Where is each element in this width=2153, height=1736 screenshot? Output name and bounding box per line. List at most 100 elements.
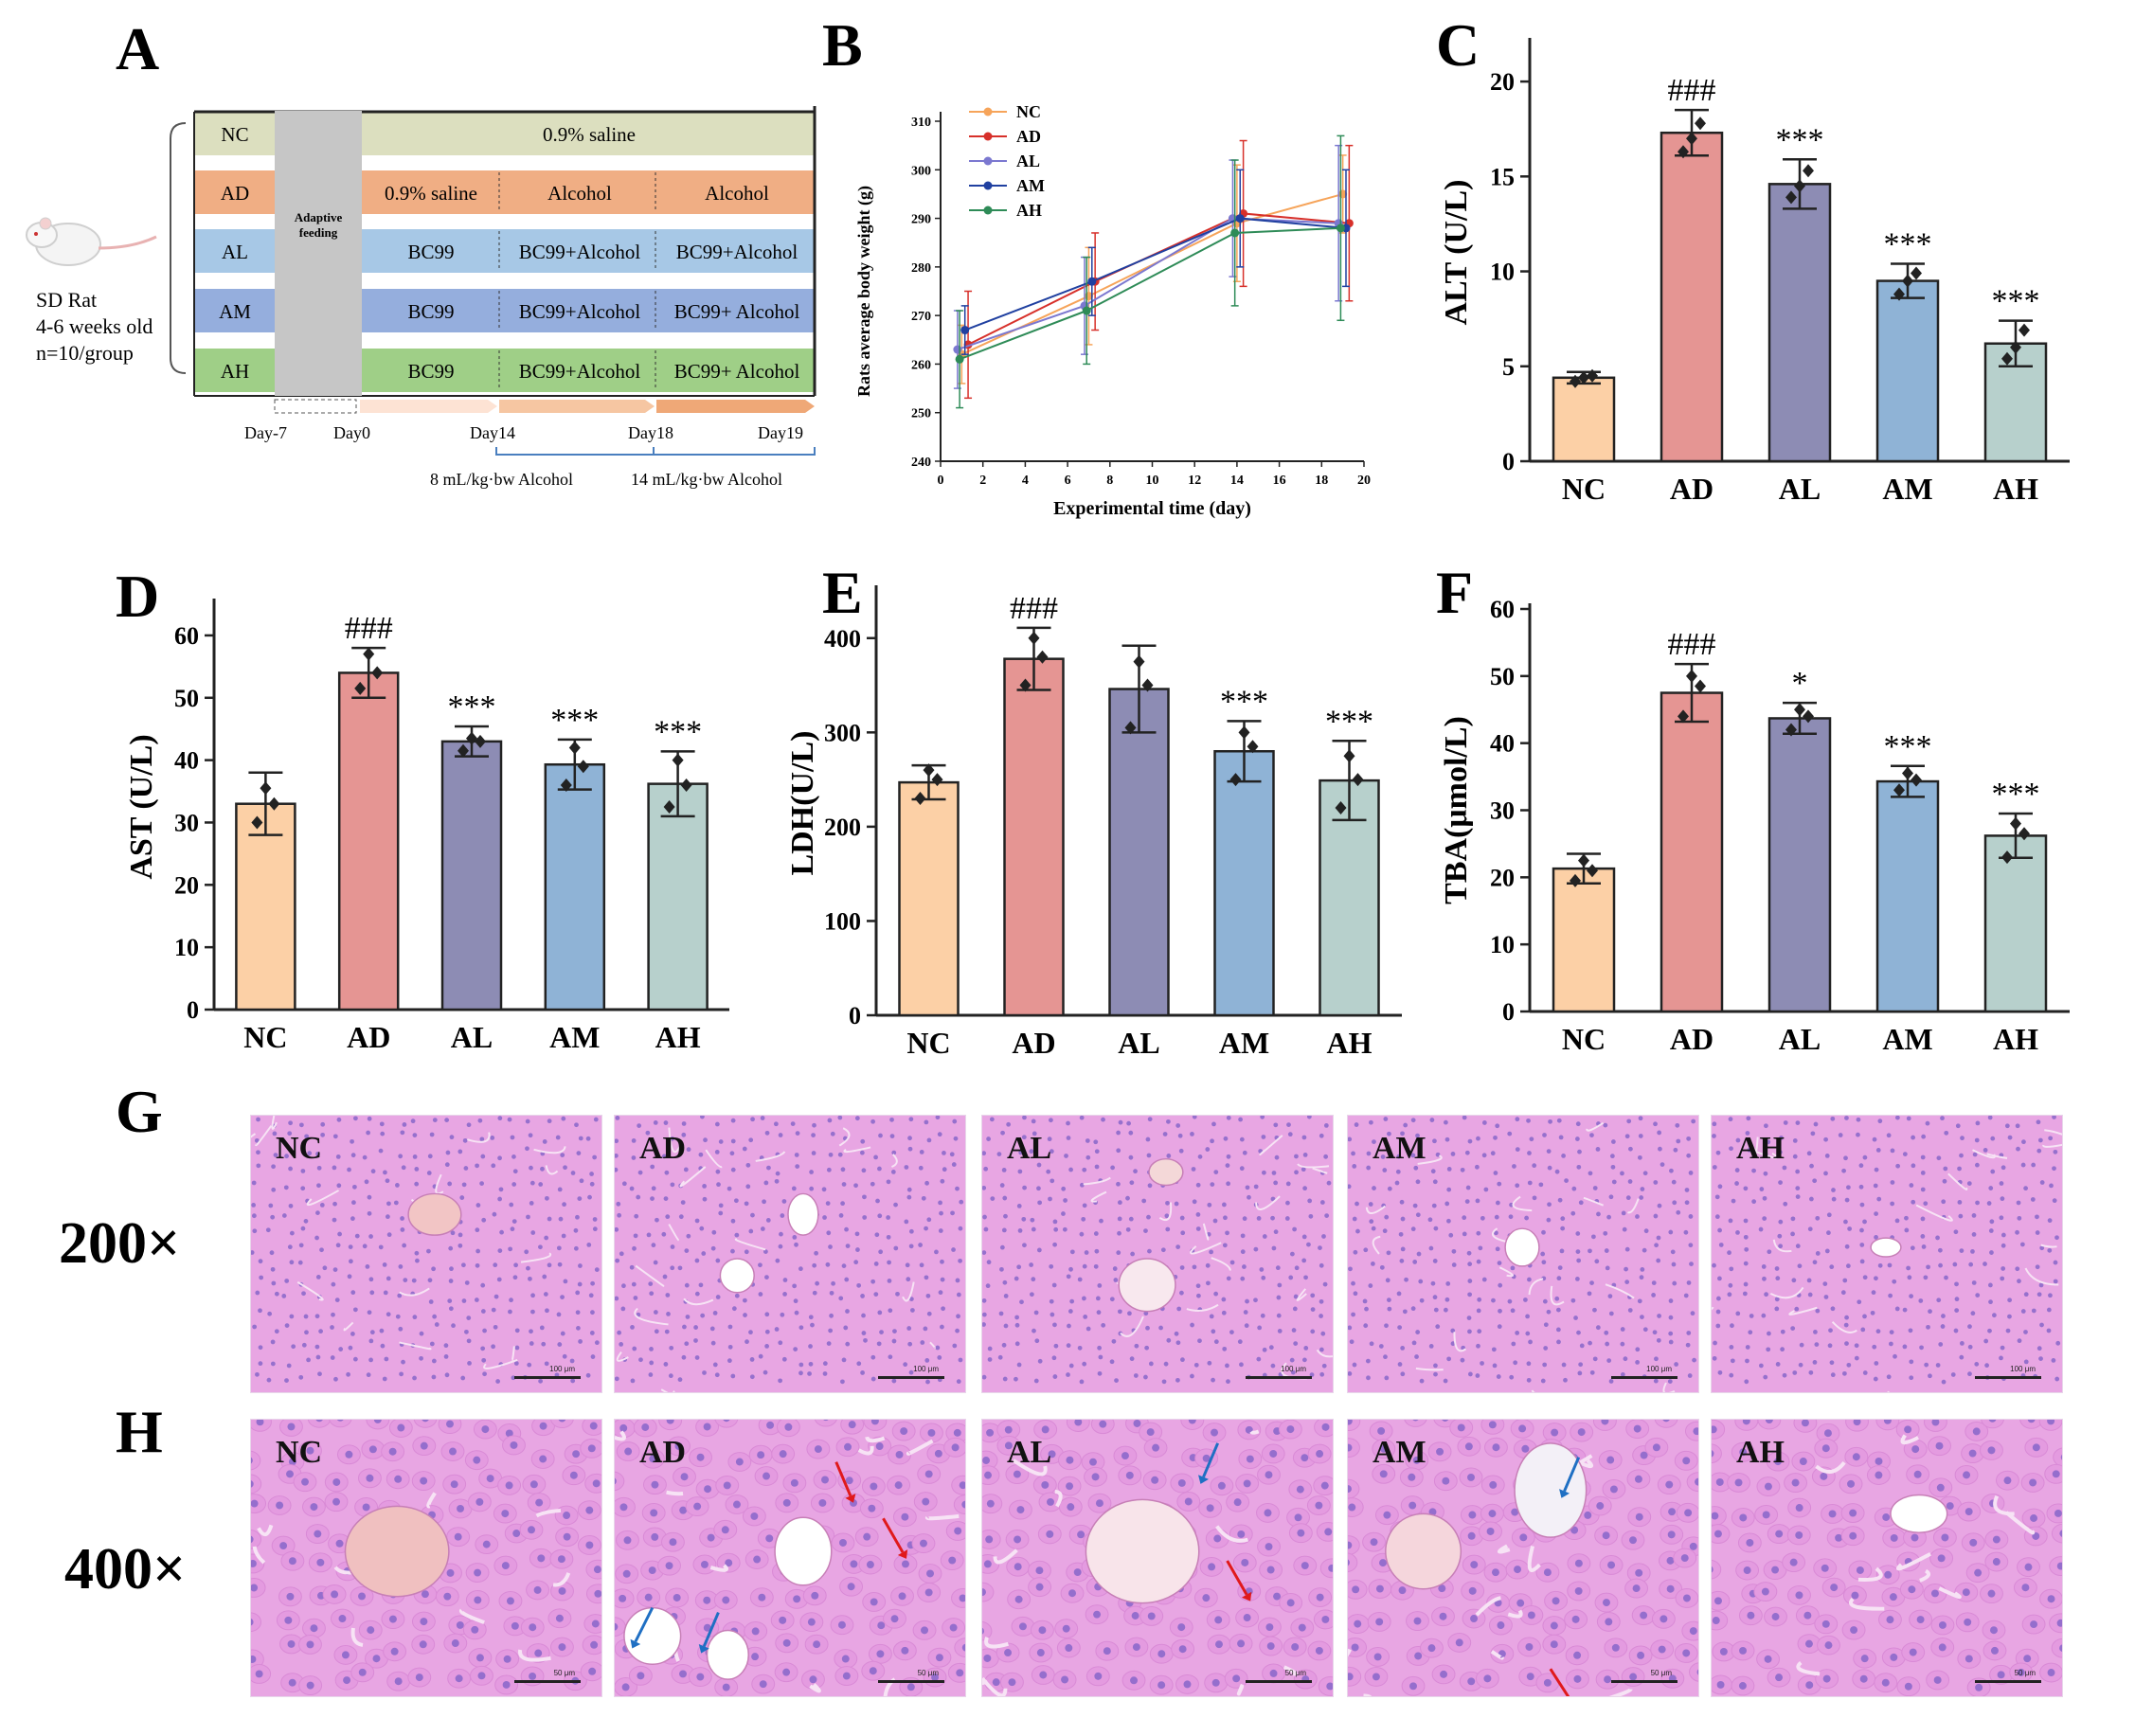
x-tick-label: AL [1118,1026,1159,1060]
nucleus [1712,1512,1719,1520]
nucleus [570,1171,576,1175]
nucleus [1371,1262,1375,1266]
data-point [672,753,684,767]
hepatocyte [1404,1420,1427,1427]
nucleus [1576,1330,1581,1335]
legend-marker [983,206,993,215]
nucleus [271,1187,277,1192]
nucleus [477,1118,483,1123]
nucleus [379,1328,385,1333]
nucleus [983,1655,992,1662]
nucleus [1954,1308,1960,1314]
nucleus [715,1258,721,1263]
nucleus [1134,1343,1139,1349]
nucleus [1466,1250,1472,1256]
nucleus [1574,1559,1583,1567]
nucleus [1859,1227,1864,1233]
schedule-cell: 0.9% saline [385,182,477,205]
nucleus [1368,1283,1373,1288]
nucleus [630,1325,635,1330]
nucleus [903,1362,908,1368]
sinusoid [1583,1196,1605,1207]
data-point [960,326,970,335]
nucleus [283,1185,289,1190]
nucleus [1746,1538,1754,1547]
nucleus [1761,1313,1767,1318]
x-tick-label: 18 [1315,474,1328,488]
nucleus [332,1134,338,1139]
nucleus [2056,1619,2062,1627]
nucleus [563,1512,571,1519]
hepatocyte [1348,1552,1358,1573]
nucleus [1303,1275,1308,1280]
nucleus [1771,1613,1780,1620]
nucleus [1033,1378,1039,1384]
nucleus [1414,1354,1419,1359]
sinusoid [343,1321,354,1332]
nucleus [1712,1165,1717,1170]
nucleus [2016,1146,2020,1152]
nucleus [561,1116,566,1121]
nucleus [1607,1561,1616,1569]
nucleus [1385,1278,1390,1283]
data-point [1352,773,1364,787]
nucleus [319,1247,324,1253]
nucleus [1526,1118,1531,1123]
nucleus [1592,1356,1598,1362]
nucleus [633,1296,638,1300]
nucleus [1877,1119,1883,1124]
nucleus [455,1674,463,1683]
nucleus [1941,1533,1949,1542]
scale-label: 100 μm [1281,1365,1306,1373]
nucleus [763,1369,768,1375]
nucleus [573,1227,579,1233]
nucleus [1782,1372,1787,1378]
nucleus [922,1497,930,1506]
nucleus [814,1250,818,1256]
nucleus [251,1213,257,1219]
nucleus [1001,1227,1007,1233]
nucleus [663,1362,669,1367]
nucleus [1062,1226,1068,1232]
nucleus [511,1219,517,1224]
bar-am [1875,779,1940,1013]
nucleus [2016,1200,2021,1206]
nucleus [1324,1213,1330,1218]
data-point [1695,679,1706,693]
scale-bar [1246,1376,1312,1379]
nucleus [1029,1149,1034,1154]
nucleus [1574,1586,1583,1595]
nucleus [1556,1276,1562,1281]
nucleus [875,1442,884,1450]
x-tick-label: 16 [1273,474,1286,488]
nucleus [831,1280,835,1286]
nucleus [332,1478,341,1486]
nucleus [1560,1216,1566,1222]
nucleus [838,1213,844,1218]
nucleus [577,1281,583,1287]
nucleus [906,1326,912,1331]
nucleus [575,1290,581,1296]
nucleus [1840,1290,1846,1296]
nucleus [704,1485,712,1494]
nucleus [1640,1315,1644,1319]
nucleus [650,1196,655,1201]
nucleus [1554,1169,1560,1174]
nucleus [1686,1280,1692,1285]
nucleus [1051,1355,1057,1361]
nucleus [558,1216,564,1222]
nucleus [1495,1123,1500,1129]
nucleus [1654,1356,1659,1362]
nucleus [1731,1198,1736,1204]
sinusoid [865,1436,886,1443]
nucleus [798,1362,804,1368]
nucleus [1627,1308,1633,1313]
nucleus [1653,1378,1659,1384]
nucleus [1671,1179,1677,1185]
nucleus [1400,1371,1406,1377]
nucleus [475,1497,484,1506]
nucleus [1822,1674,1831,1683]
nucleus [958,1357,963,1363]
nucleus [749,1357,755,1362]
nucleus [1936,1298,1942,1303]
